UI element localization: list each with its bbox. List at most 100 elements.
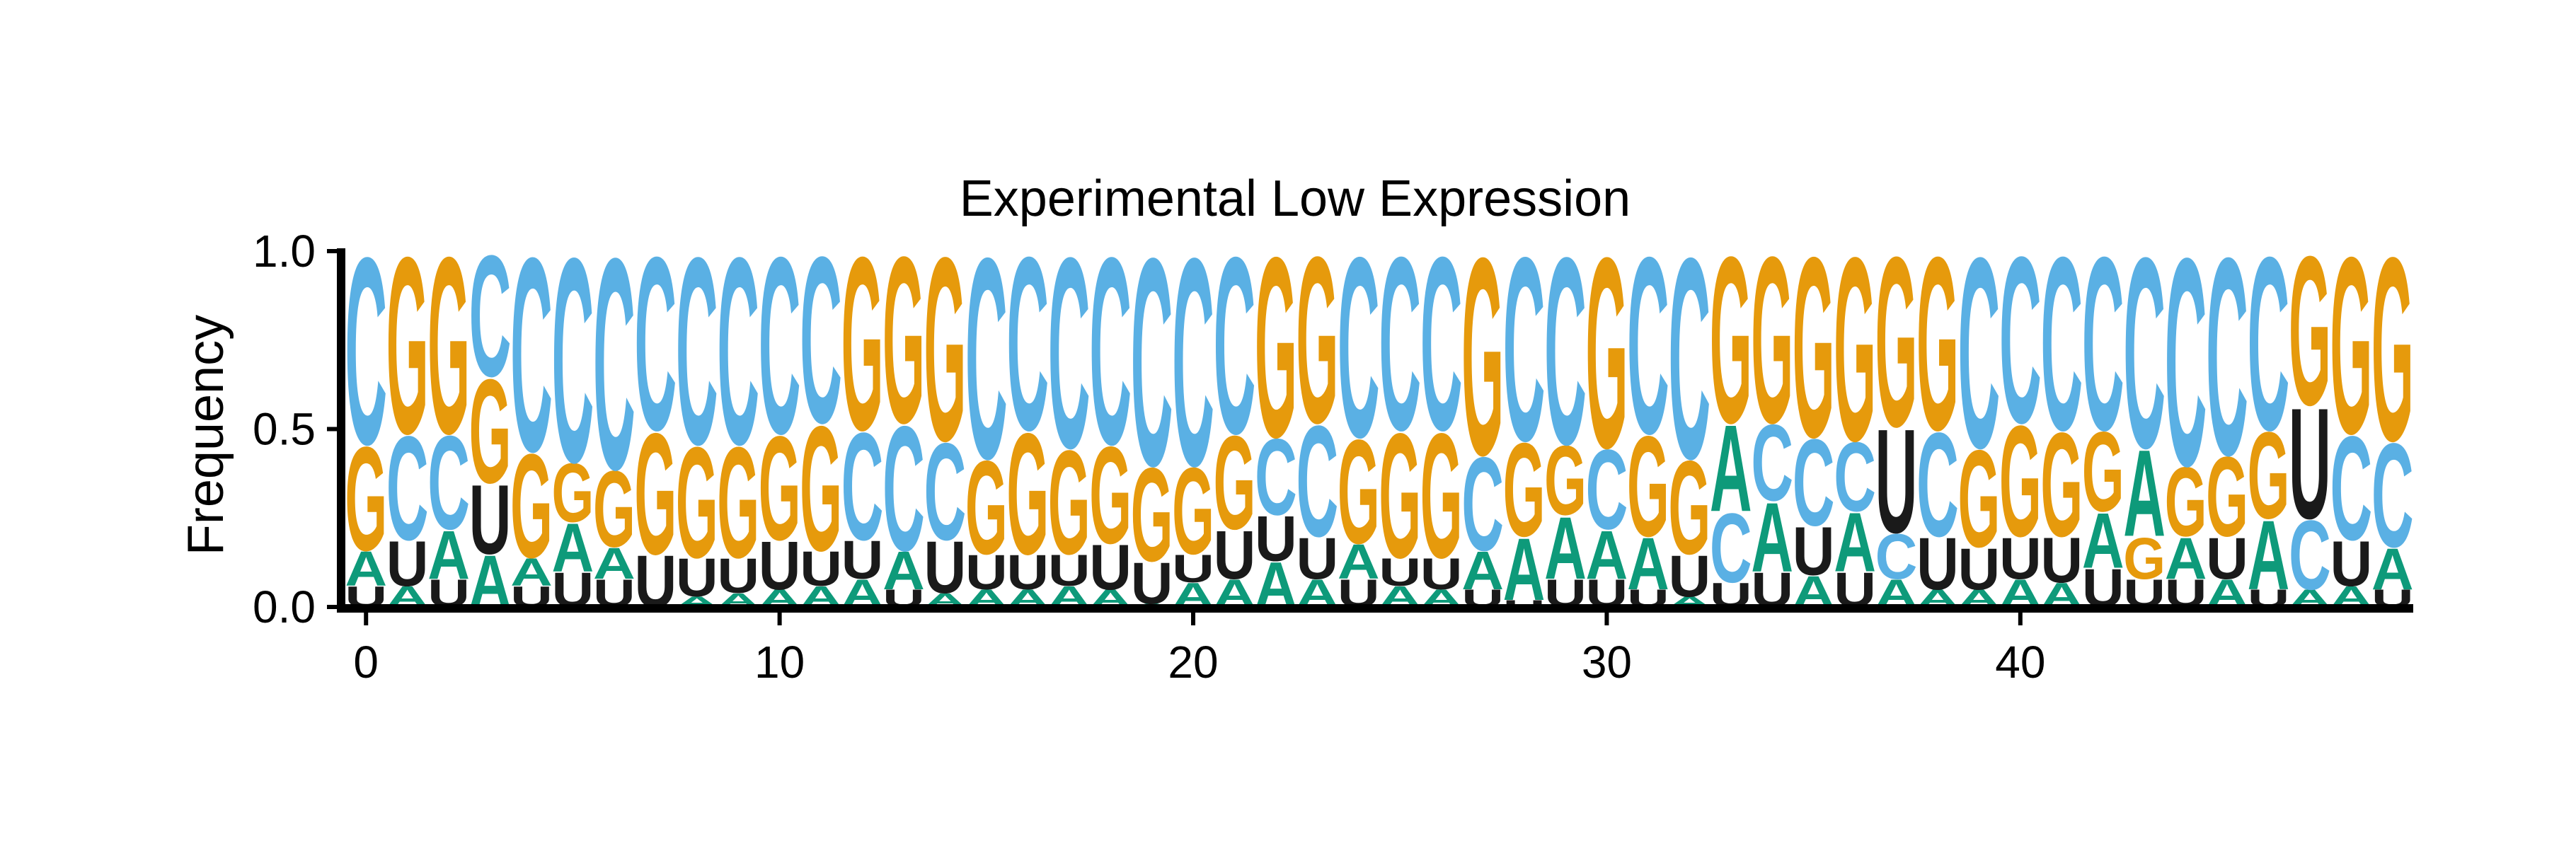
logo-letter-u: U bbox=[1048, 545, 1091, 595]
logo-letter-c: C bbox=[2206, 199, 2248, 514]
logo-letter-g: G bbox=[1420, 398, 1463, 596]
logo-letter-g: G bbox=[1751, 207, 1793, 473]
logo-letter-c: C bbox=[2371, 412, 2414, 578]
logo-letter-c: C bbox=[1958, 200, 2001, 504]
logo-letter-c: C bbox=[676, 202, 718, 499]
logo-letter-u: U bbox=[386, 528, 429, 599]
logo-letter-g: G bbox=[841, 205, 884, 482]
logo-letter-c: C bbox=[1503, 202, 1546, 495]
logo-letter-c: C bbox=[2248, 205, 2290, 482]
logo-letter-c: C bbox=[1916, 402, 1959, 567]
logo-letter-u: U bbox=[1172, 546, 1214, 591]
logo-letter-u: U bbox=[1296, 525, 1338, 591]
logo-letter-a: A bbox=[1751, 482, 1793, 593]
logo-letter-g: G bbox=[1834, 202, 1876, 495]
logo-letter-c: C bbox=[593, 196, 636, 533]
logo-letter-g: G bbox=[1379, 398, 1421, 596]
logo-letter-g: G bbox=[759, 406, 801, 572]
logo-letter-g: G bbox=[924, 202, 967, 495]
logo-letter-c: C bbox=[552, 197, 594, 523]
logo-letter-g: G bbox=[2123, 526, 2166, 592]
logo-letter-u: U bbox=[1958, 536, 2001, 602]
logo-letter-g: G bbox=[1006, 398, 1049, 591]
logo-letter-c: C bbox=[2330, 405, 2372, 571]
logo-letter-g: G bbox=[2040, 403, 2083, 568]
logo-letter-a: A bbox=[1461, 540, 1504, 601]
logo-letter-g: G bbox=[2330, 204, 2372, 486]
logo-letter-u: U bbox=[1875, 398, 1918, 564]
logo-letter-g: G bbox=[2289, 213, 2331, 449]
logo-letter-g: G bbox=[386, 204, 429, 486]
logo-letter-g: G bbox=[2082, 408, 2124, 536]
y-tick-label: 0.0 bbox=[253, 581, 316, 632]
logo-letter-u: U bbox=[1793, 513, 1835, 590]
logo-letter-c: C bbox=[1834, 422, 1876, 533]
logo-letter-c: C bbox=[882, 389, 925, 588]
logo-letter-c: C bbox=[427, 407, 470, 557]
logo-letter-u: U bbox=[965, 545, 1008, 601]
logo-letter-g: G bbox=[1710, 207, 1752, 473]
logo-letter-u: U bbox=[1006, 545, 1049, 601]
logo-letter-u: U bbox=[1255, 503, 1297, 574]
logo-letter-a: A bbox=[510, 550, 553, 594]
logo-letter-g: G bbox=[1172, 442, 1214, 580]
logo-letter-c: C bbox=[1544, 202, 1587, 499]
chart-title: Experimental Low Expression bbox=[960, 170, 1631, 227]
logo-letter-c: C bbox=[2040, 205, 2083, 482]
logo-letter-c: C bbox=[1379, 205, 1421, 482]
axes: 0.0 0.5 1.0 0 10 20 30 40 bbox=[253, 226, 2413, 688]
logo-letter-g: G bbox=[882, 207, 925, 473]
logo-letter-g: G bbox=[1916, 205, 1959, 482]
x-tick-label: 0 bbox=[353, 637, 379, 688]
logo-letter-c: C bbox=[924, 414, 967, 569]
x-tick-label: 30 bbox=[1582, 637, 1632, 688]
logo-letter-a: A bbox=[1586, 516, 1628, 594]
logo-letter-u: U bbox=[1999, 525, 2042, 591]
x-tick-label: 20 bbox=[1168, 637, 1218, 688]
logo-letter-c: C bbox=[1296, 392, 1338, 569]
logo-letter-g: G bbox=[1958, 422, 2001, 577]
logo-letter-c: C bbox=[1668, 198, 1710, 519]
logo-letter-g: G bbox=[510, 424, 553, 589]
logo-letter-g: G bbox=[2165, 446, 2207, 557]
logo-letter-c: C bbox=[1131, 197, 1173, 528]
logo-letter-g: G bbox=[1999, 394, 2042, 570]
logo-letter-c: C bbox=[1214, 204, 1256, 486]
logo-letter-a: A bbox=[2082, 496, 2124, 584]
logo-letter-g: G bbox=[1627, 407, 1669, 567]
logo-letter-g: G bbox=[1255, 203, 1297, 491]
logo-letter-u: U bbox=[2289, 374, 2331, 552]
x-tick-label: 40 bbox=[1995, 637, 2045, 688]
logo-letter-c: C bbox=[2082, 205, 2124, 482]
logo-letter-g: G bbox=[1131, 440, 1173, 589]
logo-letter-u: U bbox=[800, 542, 842, 597]
y-tick-label: 0.5 bbox=[253, 404, 316, 455]
logo-letter-g: G bbox=[1296, 207, 1338, 473]
logo-letter-c: C bbox=[1006, 205, 1049, 482]
logo-letter-u: U bbox=[1379, 550, 1421, 594]
logo-letter-c: C bbox=[965, 198, 1008, 519]
logo-letter-g: G bbox=[552, 446, 594, 540]
logo-letter-c: C bbox=[510, 199, 553, 509]
logo-letter-g: G bbox=[593, 448, 636, 569]
logo-letter-c: C bbox=[386, 405, 429, 571]
logo-letter-c: C bbox=[1999, 207, 2042, 473]
logo-letter-g: G bbox=[1875, 206, 1918, 478]
logo-letter-g: G bbox=[676, 415, 718, 591]
logo-letter-c: C bbox=[841, 401, 884, 572]
logo-letter-g: G bbox=[1461, 199, 1504, 514]
logo-letter-c: C bbox=[1338, 204, 1380, 490]
logo-letter-g: G bbox=[1048, 420, 1091, 586]
logo-letter-u: U bbox=[1420, 549, 1463, 599]
logo-letter-a: A bbox=[2123, 424, 2166, 562]
logo-letter-a: A bbox=[1544, 498, 1587, 598]
logo-letter-a: A bbox=[1627, 523, 1669, 606]
logo-letter-c: C bbox=[2165, 197, 2207, 528]
logo-letter-g: G bbox=[1793, 203, 1835, 491]
logo-letter-u: U bbox=[1668, 543, 1710, 609]
logo-letter-c: C bbox=[717, 202, 759, 499]
logo-letter-g: G bbox=[427, 204, 470, 486]
logo-letter-a: A bbox=[2248, 501, 2290, 611]
logo-letter-g: G bbox=[1668, 433, 1710, 582]
